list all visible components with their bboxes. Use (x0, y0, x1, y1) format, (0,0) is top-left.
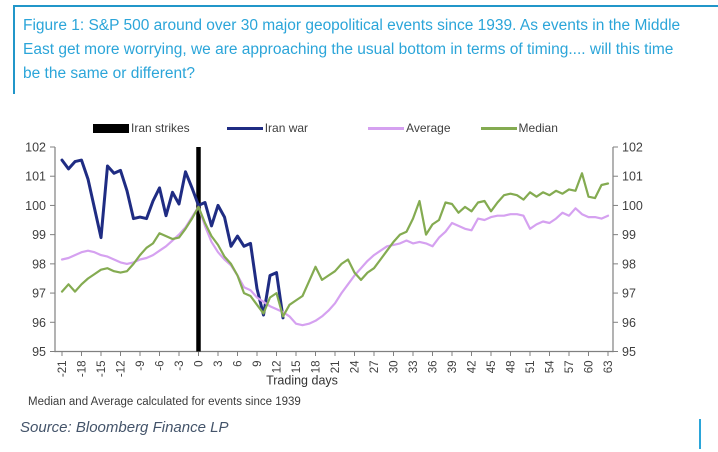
legend-label: Average (406, 121, 451, 135)
y-tick-label-right: 99 (622, 228, 636, 242)
legend-label: Iran war (264, 121, 309, 135)
y-tick-label-left: 99 (32, 228, 46, 242)
y-tick-label-right: 100 (622, 199, 643, 213)
x-tick-label: 57 (564, 361, 576, 374)
y-tick-label-right: 98 (622, 257, 636, 271)
y-tick-label-right: 97 (622, 287, 636, 301)
y-tick-label-left: 96 (32, 316, 46, 330)
x-tick-label: 12 (272, 361, 284, 374)
x-tick-label: 24 (350, 360, 362, 373)
x-tick-label: -9 (135, 361, 147, 371)
x-tick-label: 33 (408, 361, 420, 374)
x-tick-label: 54 (545, 360, 557, 373)
legend-item-average: Average (368, 121, 451, 135)
legend-label: Median (518, 121, 558, 135)
x-tick-label: 42 (467, 361, 479, 374)
y-tick-label-right: 95 (622, 345, 636, 359)
legend-item-median: Median (480, 121, 558, 135)
x-tick-label: 60 (584, 361, 596, 374)
chart-legend: Iran strikes Iran war Average Median (93, 118, 558, 138)
iran-strikes-swatch (93, 123, 129, 133)
series-line-iran-war (60, 158, 285, 320)
series-line-average (60, 205, 610, 327)
legend-item-iran-war: Iran war (226, 121, 309, 135)
x-tick-label: 39 (447, 361, 459, 374)
x-tick-label: 36 (428, 361, 440, 374)
y-tick-label-right: 101 (622, 170, 643, 184)
figure-title-block: Figure 1: S&P 500 around over 30 major g… (13, 5, 718, 94)
legend-item-iran-strikes: Iran strikes (93, 121, 190, 135)
source-attribution: Source: Bloomberg Finance LP (20, 419, 229, 436)
accent-bar (699, 419, 701, 449)
y-tick-label-left: 98 (32, 257, 46, 271)
x-tick-label: -15 (96, 361, 108, 378)
iran-war-swatch (226, 126, 263, 130)
x-tick-label: 51 (525, 361, 537, 374)
y-tick-label-left: 102 (25, 141, 46, 155)
x-tick-label: -3 (174, 361, 186, 371)
x-tick-label: -18 (77, 361, 89, 378)
figure-title: Figure 1: S&P 500 around over 30 major g… (23, 17, 681, 82)
x-tick-label: 48 (506, 361, 518, 374)
y-tick-label-left: 95 (32, 345, 46, 359)
series-line-median (60, 172, 610, 318)
x-tick-label: -6 (155, 361, 167, 371)
x-tick-label: 63 (603, 361, 615, 374)
legend-label: Iran strikes (131, 121, 190, 135)
event-marker-iran-strikes (196, 147, 201, 352)
x-tick-label: 6 (233, 361, 245, 367)
y-tick-label-right: 96 (622, 316, 636, 330)
median-swatch (480, 126, 517, 130)
y-tick-label-left: 100 (25, 199, 46, 213)
x-tick-label: 21 (330, 361, 342, 374)
y-tick-label-left: 97 (32, 287, 46, 301)
x-tick-label: 27 (369, 361, 381, 374)
x-tick-label: 0 (194, 361, 206, 367)
x-tick-label: 3 (213, 361, 225, 367)
x-tick-label: 30 (389, 361, 401, 374)
x-tick-label: 45 (486, 361, 498, 374)
chart-footnote: Median and Average calculated for events… (28, 396, 301, 408)
x-tick-label: -21 (57, 361, 69, 378)
x-tick-label: 18 (311, 361, 323, 374)
x-tick-label: 9 (252, 361, 264, 367)
y-tick-label-left: 101 (25, 170, 46, 184)
x-tick-label: 15 (291, 361, 303, 374)
x-axis-title: Trading days (266, 374, 338, 388)
y-tick-label-right: 102 (622, 141, 643, 155)
chart-canvas: 95 95 96 96 97 97 98 98 99 99 100 100 101 101 102 102 -2… (0, 140, 718, 402)
x-tick-label: -12 (116, 361, 128, 378)
average-swatch (368, 126, 405, 130)
